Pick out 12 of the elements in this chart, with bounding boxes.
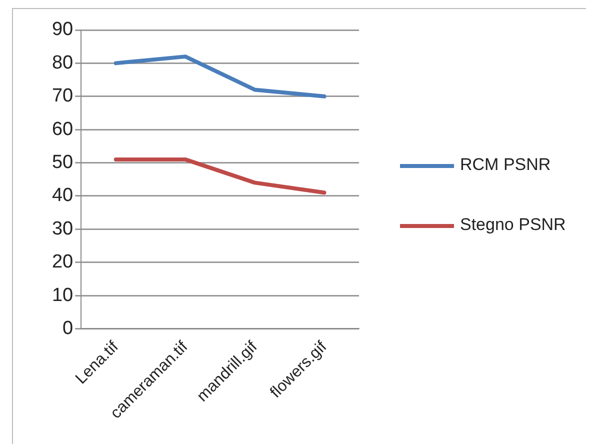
y-tick-label: 70: [52, 86, 74, 107]
legend-label: RCM PSNR: [460, 155, 552, 175]
y-tick-label: 80: [52, 52, 74, 74]
y-tick-label: 90: [52, 19, 74, 40]
y-tick-label: 50: [52, 152, 74, 174]
y-tick-label: 20: [52, 252, 74, 273]
y-tick-label: 60: [52, 118, 74, 140]
y-tick-label: 10: [52, 284, 74, 306]
y-tick-label: 0: [62, 318, 74, 339]
legend-label: Stegno PSNR: [460, 215, 567, 235]
y-tick-label: 30: [52, 218, 74, 240]
y-tick-label: 40: [52, 185, 74, 206]
